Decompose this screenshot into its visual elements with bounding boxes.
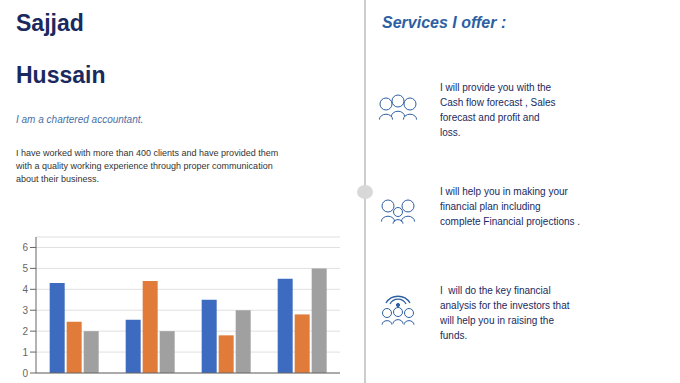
html-text:I have worked with more than 4: I have worked with more than 400 clients… [16,148,279,185]
svg-text:0: 0 [22,368,28,377]
html-text:Services I offer :: Services I offer : [382,14,507,31]
svg-text:5: 5 [22,263,28,274]
html-text:I will do the key financial an: I will do the key financial analysis for… [440,285,570,341]
svg-text:6: 6 [22,242,28,253]
html-text:I will help you in making your: I will help you in making your financial… [440,186,581,227]
html-text:Hussain: Hussain [16,62,106,88]
svg-text:3: 3 [22,305,28,316]
html-text:I am a chartered accountant.: I am a chartered accountant. [16,114,144,125]
html-text:I will provide you with the Ca: I will provide you with the Cash flow fo… [440,82,556,138]
html-text:Sajjad: Sajjad [16,10,84,36]
svg-text:4: 4 [22,284,28,295]
svg-text:2: 2 [22,326,28,337]
svg-text:1: 1 [22,347,28,358]
